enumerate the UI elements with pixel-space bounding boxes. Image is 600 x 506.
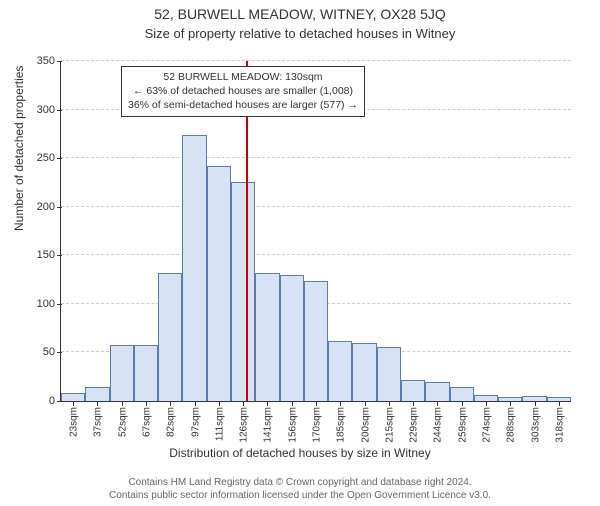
- footer-attribution: Contains HM Land Registry data © Crown c…: [0, 476, 600, 502]
- x-tick-mark: [437, 401, 438, 406]
- x-tick-label: 37sqm: [91, 407, 104, 437]
- histogram-bar: [547, 397, 571, 401]
- histogram-bar: [498, 397, 522, 401]
- x-tick-label: 111sqm: [212, 407, 225, 441]
- histogram-bar: [450, 387, 474, 401]
- histogram-bar: [134, 345, 158, 401]
- histogram-bar: [401, 380, 425, 401]
- annotation-line-1: 52 BURWELL MEADOW: 130sqm: [128, 70, 358, 84]
- x-tick-label: 156sqm: [285, 407, 298, 443]
- x-tick-label: 244sqm: [431, 407, 444, 443]
- x-tick-mark: [195, 401, 196, 406]
- annotation-line-3: 36% of semi-detached houses are larger (…: [128, 98, 358, 112]
- x-tick-label: 67sqm: [140, 407, 153, 437]
- y-tick-label: 300: [37, 104, 61, 116]
- x-tick-label: 274sqm: [480, 407, 493, 443]
- histogram-bar: [304, 281, 328, 401]
- annotation-line-2: ← 63% of detached houses are smaller (1,…: [128, 84, 358, 98]
- x-tick-label: 200sqm: [358, 407, 371, 443]
- y-tick-label: 150: [37, 249, 61, 261]
- x-tick-label: 82sqm: [164, 407, 177, 437]
- histogram-bar: [280, 275, 304, 401]
- x-tick-mark: [146, 401, 147, 406]
- y-tick-label: 250: [37, 152, 61, 164]
- x-tick-mark: [365, 401, 366, 406]
- x-tick-mark: [486, 401, 487, 406]
- x-tick-mark: [340, 401, 341, 406]
- y-tick-label: 0: [49, 395, 61, 407]
- footer-line-1: Contains HM Land Registry data © Crown c…: [0, 476, 600, 489]
- y-tick-label: 200: [37, 201, 61, 213]
- plot-area: 52 BURWELL MEADOW: 130sqm ← 63% of detac…: [60, 61, 571, 402]
- histogram-bar: [255, 273, 279, 401]
- x-tick-label: 126sqm: [237, 407, 250, 443]
- x-tick-mark: [219, 401, 220, 406]
- x-tick-mark: [389, 401, 390, 406]
- y-tick-label: 50: [43, 346, 61, 358]
- x-tick-label: 170sqm: [310, 407, 323, 443]
- y-tick-label: 100: [37, 298, 61, 310]
- x-tick-label: 52sqm: [115, 407, 128, 437]
- x-tick-label: 141sqm: [261, 407, 274, 443]
- x-tick-label: 229sqm: [407, 407, 420, 443]
- histogram-bar: [207, 166, 231, 401]
- x-tick-mark: [122, 401, 123, 406]
- x-tick-label: 23sqm: [67, 407, 80, 437]
- histogram-bar: [231, 182, 255, 401]
- histogram-bar: [182, 135, 206, 401]
- x-tick-mark: [559, 401, 560, 406]
- histogram-bar: [474, 395, 498, 401]
- x-tick-mark: [510, 401, 511, 406]
- x-tick-mark: [413, 401, 414, 406]
- x-tick-label: 303sqm: [528, 407, 541, 443]
- x-tick-mark: [73, 401, 74, 406]
- x-tick-label: 97sqm: [188, 407, 201, 437]
- x-tick-label: 318sqm: [552, 407, 565, 443]
- histogram-bar: [110, 345, 134, 401]
- annotation-box: 52 BURWELL MEADOW: 130sqm ← 63% of detac…: [121, 66, 365, 117]
- histogram-bar: [377, 347, 401, 401]
- histogram-bar: [328, 341, 352, 401]
- y-axis-label: Number of detached properties: [12, 66, 26, 231]
- x-tick-mark: [267, 401, 268, 406]
- chart-main-title: 52, BURWELL MEADOW, WITNEY, OX28 5JQ: [0, 6, 600, 22]
- chart-subtitle: Size of property relative to detached ho…: [0, 26, 600, 41]
- footer-line-2: Contains public sector information licen…: [0, 489, 600, 502]
- x-tick-mark: [170, 401, 171, 406]
- x-axis-label: Distribution of detached houses by size …: [0, 446, 600, 460]
- x-tick-mark: [292, 401, 293, 406]
- histogram-bar: [425, 382, 449, 401]
- x-tick-label: 215sqm: [382, 407, 395, 443]
- histogram-bar: [85, 387, 109, 401]
- x-tick-mark: [462, 401, 463, 406]
- histogram-bar: [61, 393, 85, 401]
- histogram-bar: [352, 343, 376, 401]
- x-tick-mark: [316, 401, 317, 406]
- x-tick-mark: [97, 401, 98, 406]
- y-tick-label: 350: [37, 55, 61, 67]
- x-tick-label: 259sqm: [455, 407, 468, 443]
- x-tick-label: 288sqm: [504, 407, 517, 443]
- histogram-bar: [522, 396, 546, 401]
- x-tick-label: 185sqm: [334, 407, 347, 443]
- x-tick-mark: [535, 401, 536, 406]
- x-tick-mark: [243, 401, 244, 406]
- histogram-bar: [158, 273, 182, 401]
